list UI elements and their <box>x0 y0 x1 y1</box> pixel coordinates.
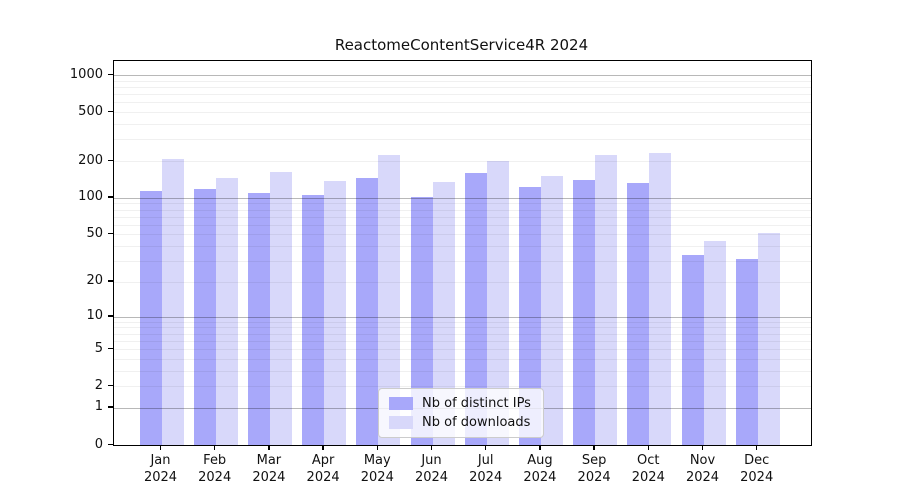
x-tick-label: Mar 2024 <box>252 453 286 485</box>
bar-downloads <box>703 241 726 445</box>
x-tick-label: Aug 2024 <box>523 453 557 485</box>
y-tick-mark <box>108 315 113 317</box>
y-tick-label: 200 <box>78 152 103 168</box>
bar-distinct-ips <box>247 192 270 445</box>
bar-downloads <box>649 153 672 445</box>
legend-swatch-downloads <box>389 416 413 429</box>
y-tick-label: 1000 <box>69 66 103 82</box>
y-tick-label: 100 <box>78 189 103 205</box>
gridline-minor <box>114 139 811 141</box>
y-tick-label: 20 <box>86 273 103 289</box>
bar-downloads <box>378 154 401 445</box>
gridline-major <box>114 75 811 77</box>
y-tick-label: 0 <box>94 436 103 452</box>
x-tick-mark <box>484 446 487 450</box>
y-tick-mark <box>108 384 113 387</box>
gridline-minor <box>114 80 811 82</box>
x-tick-mark <box>701 446 704 450</box>
bar-distinct-ips <box>464 172 487 445</box>
legend: Nb of distinct IPs Nb of downloads <box>378 388 544 438</box>
x-tick-label: Feb 2024 <box>198 453 232 485</box>
bar-downloads <box>486 161 509 445</box>
y-tick-mark <box>108 232 113 235</box>
gridline-minor <box>114 102 811 104</box>
legend-item-downloads: Nb of downloads <box>389 415 531 430</box>
x-tick-label: Apr 2024 <box>306 453 340 485</box>
bar-downloads <box>432 181 455 445</box>
x-tick-mark <box>268 446 270 450</box>
x-tick-mark <box>213 446 216 450</box>
x-tick-mark <box>539 446 541 450</box>
x-tick-mark <box>647 446 650 450</box>
y-tick-mark <box>108 110 113 113</box>
y-tick-mark <box>108 196 113 198</box>
x-tick-label: May 2024 <box>360 453 394 485</box>
chart-title: ReactomeContentService4R 2024 <box>334 36 589 54</box>
y-tick-label: 2 <box>94 377 103 393</box>
gridline-minor <box>114 112 811 114</box>
bar-distinct-ips <box>627 182 650 445</box>
gridline-minor <box>114 124 811 126</box>
bar-distinct-ips <box>302 195 325 445</box>
legend-label-downloads: Nb of downloads <box>422 415 531 430</box>
legend-item-distinct-ips: Nb of distinct IPs <box>389 396 531 411</box>
bar-downloads <box>757 233 780 445</box>
bar-downloads <box>215 178 238 445</box>
y-tick-label: 5 <box>94 340 103 356</box>
bar-distinct-ips <box>518 187 541 445</box>
bar-distinct-ips <box>410 197 433 445</box>
x-tick-label: Nov 2024 <box>685 453 720 485</box>
y-tick-label: 50 <box>86 225 103 241</box>
y-tick-mark <box>108 280 113 282</box>
bar-downloads <box>324 180 347 445</box>
bar-distinct-ips <box>356 177 379 445</box>
bar-distinct-ips <box>735 259 758 445</box>
bar-distinct-ips <box>139 191 162 445</box>
plot-area <box>113 60 812 446</box>
gridline-minor <box>114 161 811 162</box>
x-tick-mark <box>376 446 379 450</box>
x-tick-mark <box>755 446 758 450</box>
x-tick-label: Jun 2024 <box>414 453 449 485</box>
y-tick-label: 10 <box>86 308 103 324</box>
y-tick-mark <box>108 73 113 76</box>
y-tick-mark <box>108 159 113 161</box>
gridline-minor <box>114 86 811 88</box>
y-tick-mark <box>108 347 113 350</box>
y-tick-mark <box>108 406 113 408</box>
x-tick-label: Jul 2024 <box>469 453 503 485</box>
x-tick-mark <box>593 446 595 450</box>
legend-label-distinct-ips: Nb of distinct IPs <box>422 396 531 411</box>
bar-downloads <box>595 154 618 445</box>
x-tick-label: Sep 2024 <box>577 453 611 485</box>
bar-distinct-ips <box>573 180 596 445</box>
x-tick-label: Jan 2024 <box>143 453 178 485</box>
bar-downloads <box>161 159 184 445</box>
legend-swatch-distinct-ips <box>389 397 413 410</box>
x-tick-mark <box>430 446 433 450</box>
bar-distinct-ips <box>193 189 216 445</box>
gridline-minor <box>114 94 811 96</box>
y-tick-label: 1 <box>94 399 103 415</box>
x-tick-mark <box>159 446 162 450</box>
x-tick-mark <box>322 446 324 450</box>
x-tick-label: Dec 2024 <box>740 453 774 485</box>
bar-distinct-ips <box>681 254 704 445</box>
bar-downloads <box>540 175 563 445</box>
bar-downloads <box>269 171 292 445</box>
x-tick-label: Oct 2024 <box>631 453 665 485</box>
y-tick-mark <box>108 443 113 445</box>
y-tick-label: 500 <box>78 103 103 119</box>
